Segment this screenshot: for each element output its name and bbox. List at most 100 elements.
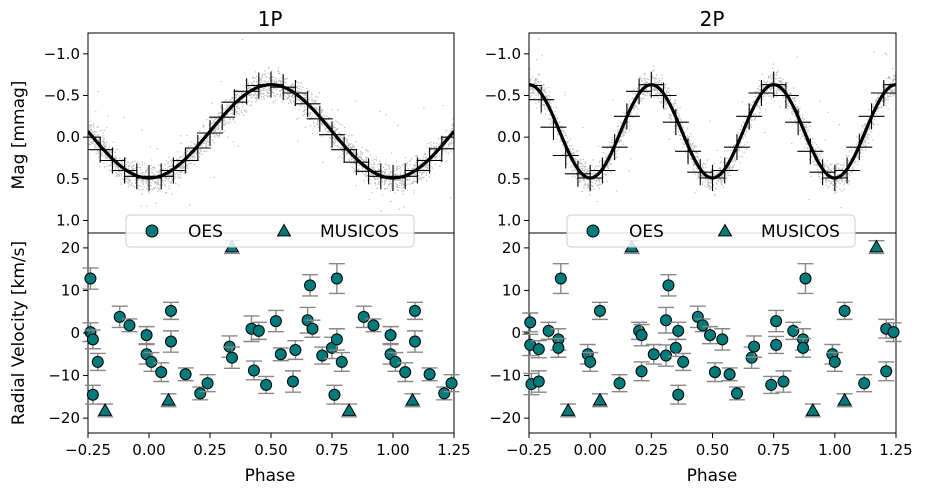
photometry-point xyxy=(741,156,743,158)
photometry-point xyxy=(178,184,180,186)
photometry-point xyxy=(628,107,630,109)
photometry-point xyxy=(860,135,862,137)
photometry-point xyxy=(255,77,257,79)
photometry-point xyxy=(840,164,842,166)
photometry-point xyxy=(863,141,865,143)
photometry-point xyxy=(369,179,371,181)
photometry-point xyxy=(298,82,300,84)
photometry-point xyxy=(391,182,393,184)
photometry-point xyxy=(832,167,834,169)
photometry-point xyxy=(393,167,395,169)
photometry-point xyxy=(400,184,403,186)
photometry-point xyxy=(98,138,100,141)
photometry-point xyxy=(869,134,871,136)
photometry-point xyxy=(247,82,250,84)
photometry-point xyxy=(334,142,336,144)
rv-point-oes xyxy=(328,388,341,401)
photometry-point xyxy=(229,121,231,123)
photometry-point xyxy=(117,161,119,163)
photometry-point xyxy=(751,117,753,119)
photometry-point xyxy=(757,88,759,90)
photometry-point xyxy=(146,188,148,190)
photometry-point xyxy=(801,117,803,119)
photometry-point xyxy=(287,97,289,99)
photometry-point xyxy=(110,151,112,153)
photometry-point xyxy=(219,133,221,135)
photometry-point xyxy=(215,133,217,135)
photometry-point xyxy=(262,89,264,91)
photometry-point xyxy=(657,92,659,94)
photometry-point xyxy=(728,167,730,170)
photometry-point xyxy=(694,155,696,157)
photometry-point xyxy=(194,151,196,153)
photometry-point xyxy=(646,78,648,80)
photometry-point xyxy=(174,174,176,176)
photometry-point xyxy=(569,150,571,152)
photometry-point xyxy=(668,87,670,89)
photometry-point xyxy=(782,86,784,88)
rv-point-oes xyxy=(316,349,329,362)
photometry-point xyxy=(93,130,95,133)
photometry-point xyxy=(238,91,240,93)
photometry-point xyxy=(571,152,573,154)
photometry-point xyxy=(786,90,788,93)
photometry-point xyxy=(379,160,381,162)
photometry-point xyxy=(670,117,672,119)
photometry-point xyxy=(177,174,179,176)
photometry-point xyxy=(284,78,286,80)
photometry-point xyxy=(720,156,722,158)
photometry-point xyxy=(871,121,873,123)
photometry-point xyxy=(382,166,385,168)
photometry-point xyxy=(573,169,575,171)
photometry-point xyxy=(304,94,307,96)
photometry-point xyxy=(223,108,225,110)
photometry-point xyxy=(447,152,449,154)
photometry-point xyxy=(96,144,99,147)
photometry-point xyxy=(450,139,452,141)
photometry-point xyxy=(419,163,421,165)
photometry-point xyxy=(232,119,234,121)
photometry-point xyxy=(310,112,312,114)
photometry-point xyxy=(841,178,843,180)
photometry-point xyxy=(355,185,357,187)
photometry-point xyxy=(350,155,352,157)
photometry-point xyxy=(182,167,184,169)
photometry-point xyxy=(372,156,374,158)
photometry-point xyxy=(348,144,350,146)
photometry-point xyxy=(788,105,790,107)
photometry-point xyxy=(807,131,809,133)
photometry-point xyxy=(157,184,159,186)
photometry-point xyxy=(314,101,316,103)
photometry-point xyxy=(278,81,280,83)
photometry-point xyxy=(362,159,364,161)
photometry-point xyxy=(353,159,355,162)
photometry-point xyxy=(851,149,853,151)
photometry-point xyxy=(129,179,131,181)
photometry-point xyxy=(401,182,403,184)
photometry-point xyxy=(539,88,541,90)
photometry-point xyxy=(719,162,721,164)
photometry-point xyxy=(303,113,305,116)
photometry-point xyxy=(265,76,267,78)
photometry-point xyxy=(291,87,293,89)
photometry-point xyxy=(531,87,533,89)
legend-box xyxy=(125,214,415,248)
photometry-point xyxy=(860,155,863,157)
photometry-point xyxy=(321,123,323,125)
photometry-point xyxy=(248,86,250,88)
photometry-point xyxy=(402,193,404,196)
rv-point-oes xyxy=(123,319,136,332)
photometry-point xyxy=(129,164,131,166)
photometry-point xyxy=(581,165,583,168)
photometry-point xyxy=(249,87,252,89)
photometry-point xyxy=(690,158,692,160)
photometry-point xyxy=(413,192,415,194)
photometry-point xyxy=(413,181,415,183)
photometry-point xyxy=(102,135,104,137)
photometry-point xyxy=(618,125,620,127)
photometry-point xyxy=(423,177,425,179)
photometry-point xyxy=(191,141,193,143)
photometry-point xyxy=(850,171,852,173)
photometry-point xyxy=(877,108,879,110)
photometry-point xyxy=(245,86,247,88)
